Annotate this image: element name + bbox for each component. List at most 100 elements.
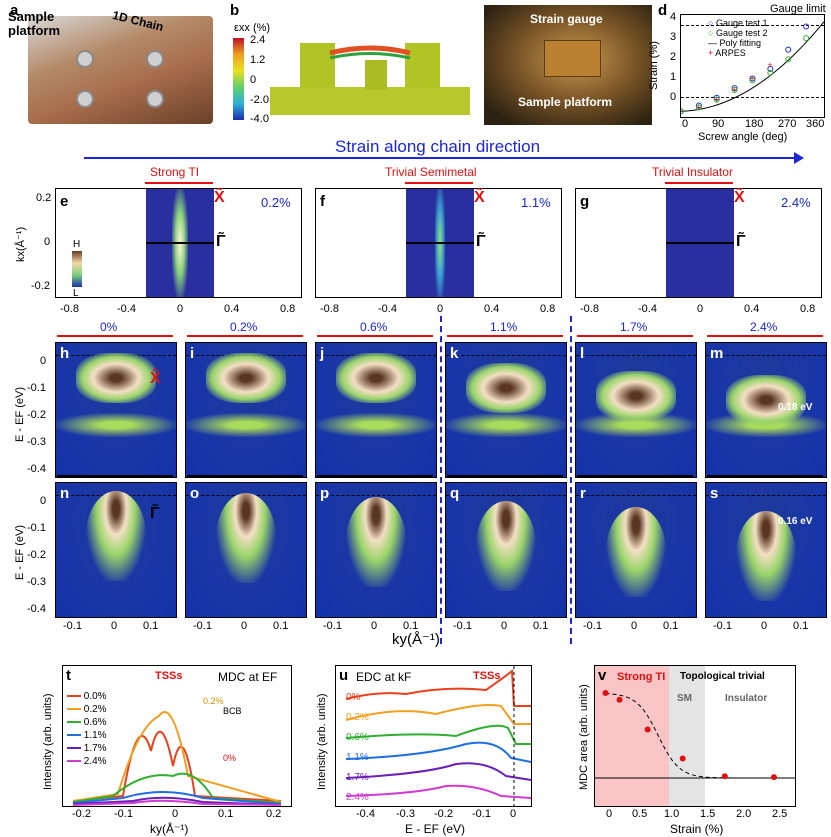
- intensity-high-label: H: [73, 239, 81, 250]
- gamma-point-label: Γ̃: [736, 233, 746, 250]
- chart-v-xlabel: Strain (%): [670, 822, 724, 836]
- colorbar-tick: -4.0: [250, 113, 269, 125]
- sample-platform-label-c: Sample platform: [518, 95, 613, 109]
- x-tick: 1.0: [664, 808, 680, 820]
- band-intensity: [476, 501, 536, 591]
- gap-label: 0.16 eV: [778, 516, 813, 527]
- x-tick: 0: [606, 808, 613, 820]
- k-range-arrow: [317, 335, 433, 337]
- y-tick: 2: [670, 51, 677, 63]
- red-arrow: [145, 182, 213, 184]
- band-panel-o: o: [185, 482, 307, 618]
- data-point: [681, 108, 684, 115]
- chart-t-title: MDC at EF: [218, 670, 278, 684]
- y-tick: -0.3: [27, 576, 46, 588]
- band-panel-l: l: [575, 342, 697, 478]
- data-point: +: [750, 74, 755, 84]
- band-intensity: [86, 491, 146, 581]
- k-range-arrow: [447, 475, 563, 477]
- band-panel-p: p: [315, 482, 437, 618]
- chart-d-ylabel: Strain (%): [648, 41, 660, 90]
- panel-label-n: n: [60, 485, 70, 502]
- panel-label-q: q: [450, 485, 460, 502]
- x-tick: 0: [682, 118, 689, 130]
- y-tick: -0.2: [27, 549, 46, 561]
- kx-panel-g: X̃ Γ̃ 2.4% g: [575, 188, 822, 298]
- x-tick: -0.2: [434, 808, 453, 820]
- legend-item: 0.0%: [67, 690, 107, 703]
- strain-label: 2.4%: [750, 320, 778, 334]
- panel-label-m: m: [710, 345, 724, 362]
- x-tick: -0.1: [472, 808, 491, 820]
- edc-label: 0%: [346, 692, 361, 703]
- data-point: [644, 726, 651, 733]
- strain-value: 1.1%: [521, 195, 551, 210]
- chart-t-frame: 0.0% 0.2% 0.6% 1.1% 1.7% 2.4% TSSs MDC a…: [62, 665, 292, 807]
- chart-u-ylabel: Intensity (arb. units): [316, 693, 328, 790]
- y-tick: 1: [670, 71, 677, 83]
- data-point: [713, 94, 720, 101]
- x-tick: -0.1: [583, 620, 602, 632]
- chart-u-frame: 0% 0.2% 0.6% 1.1% 1.7% 2.4% EDC at kF TSSs: [335, 665, 532, 807]
- x-tick: 0.8: [800, 303, 816, 315]
- chart-u-title: EDC at kF: [356, 670, 412, 684]
- panel-label-i: i: [190, 345, 195, 362]
- y-tick: -0.4: [27, 463, 46, 475]
- chart-t-xlabel: ky(Å⁻¹): [150, 822, 189, 836]
- band-intensity: [206, 353, 286, 403]
- x-tick: 0.4: [224, 303, 240, 315]
- colorbar: [233, 38, 244, 120]
- data-point: [767, 69, 774, 76]
- data-point: [713, 96, 720, 103]
- data-point: [721, 773, 728, 780]
- screw-icon: [146, 90, 164, 108]
- band-panel-m: m: [705, 342, 827, 478]
- data-point: [770, 774, 777, 781]
- gamma-point-label: Γ̃: [216, 233, 226, 250]
- chart-u-xlabel: E - EF (eV): [405, 822, 466, 836]
- panel-label-u: u: [339, 667, 349, 684]
- x-tick: 0.1: [793, 620, 809, 632]
- x-tick: 0.1: [403, 620, 419, 632]
- screw-icon: [76, 90, 94, 108]
- data-point: [785, 46, 792, 53]
- x-point-label: X̃: [214, 189, 225, 206]
- x-tick: -0.1: [114, 808, 133, 820]
- chart-t-legend: 0.0% 0.2% 0.6% 1.1% 1.7% 2.4%: [67, 690, 107, 768]
- gamma-point-label: Γ̃: [476, 233, 486, 250]
- x-tick: 0: [697, 303, 704, 315]
- band-intensity: [466, 363, 546, 413]
- legend-item: Gauge test 1: [715, 18, 768, 28]
- panel-label-h: h: [60, 345, 70, 362]
- legend-text: 0.6%: [83, 717, 107, 728]
- sample-platform-label: Sample platform: [8, 9, 60, 38]
- anno-0: 0%: [223, 753, 237, 763]
- gauge-chip: [544, 40, 601, 77]
- panel-label-e: e: [60, 193, 69, 210]
- x-tick: 180: [745, 118, 764, 130]
- x-tick: 0.2: [266, 808, 282, 820]
- x-tick: -0.3: [396, 808, 415, 820]
- photo-strain-gauge: [484, 5, 652, 125]
- band-panel-r: r: [575, 482, 697, 618]
- k-range-arrow: [57, 475, 173, 477]
- chart-t-ylabel: Intensity (arb. units): [42, 693, 54, 790]
- kx-panel-e: H L X̃ Γ̃ 0.2% e: [55, 188, 302, 299]
- x-tick: 2.5: [772, 808, 788, 820]
- y-tick: -0.3: [27, 436, 46, 448]
- photo-sample-holder: [28, 16, 213, 124]
- y-tick: 0: [40, 495, 47, 507]
- panel-label-l: l: [580, 345, 585, 362]
- phase-label-semimetal: Trivial Semimetal: [385, 165, 477, 179]
- y-tick: 4: [670, 11, 677, 23]
- y-tick: -0.1: [27, 522, 46, 534]
- x-tick: 270: [778, 118, 797, 130]
- strain-arrow-line: [84, 157, 796, 159]
- legend-text: 0.2%: [83, 704, 107, 715]
- band-panel-q: q: [445, 482, 567, 618]
- chart-t-plot: [72, 711, 282, 806]
- colorbar-tick: 0: [250, 74, 257, 86]
- panel-label-a: a: [10, 2, 19, 19]
- tss-label: TSSs: [155, 670, 183, 682]
- x-tick: 0: [371, 620, 378, 632]
